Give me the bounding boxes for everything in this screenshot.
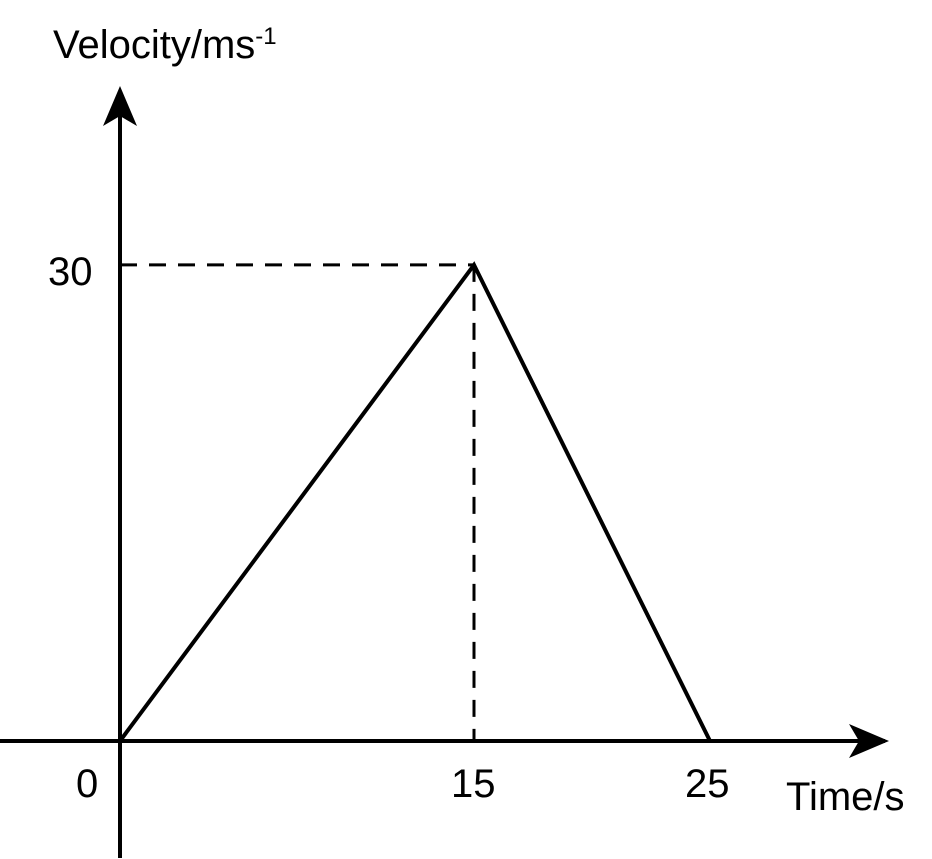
x-tick-label: 15	[451, 762, 496, 806]
x-tick-label: 25	[685, 762, 730, 806]
y-axis-label-superscript: -1	[255, 23, 276, 50]
y-axis-label: Velocity/ms-1	[53, 23, 277, 67]
y-axis-label-base: Velocity/ms	[53, 23, 255, 67]
velocity-series-line	[118, 261, 712, 743]
x-axis-label: Time/s	[786, 775, 905, 819]
y-tick-label: 30	[48, 250, 93, 294]
x-axis-arrowhead	[849, 724, 889, 758]
origin-label: 0	[76, 762, 98, 806]
y-axis-arrowhead	[103, 86, 137, 126]
